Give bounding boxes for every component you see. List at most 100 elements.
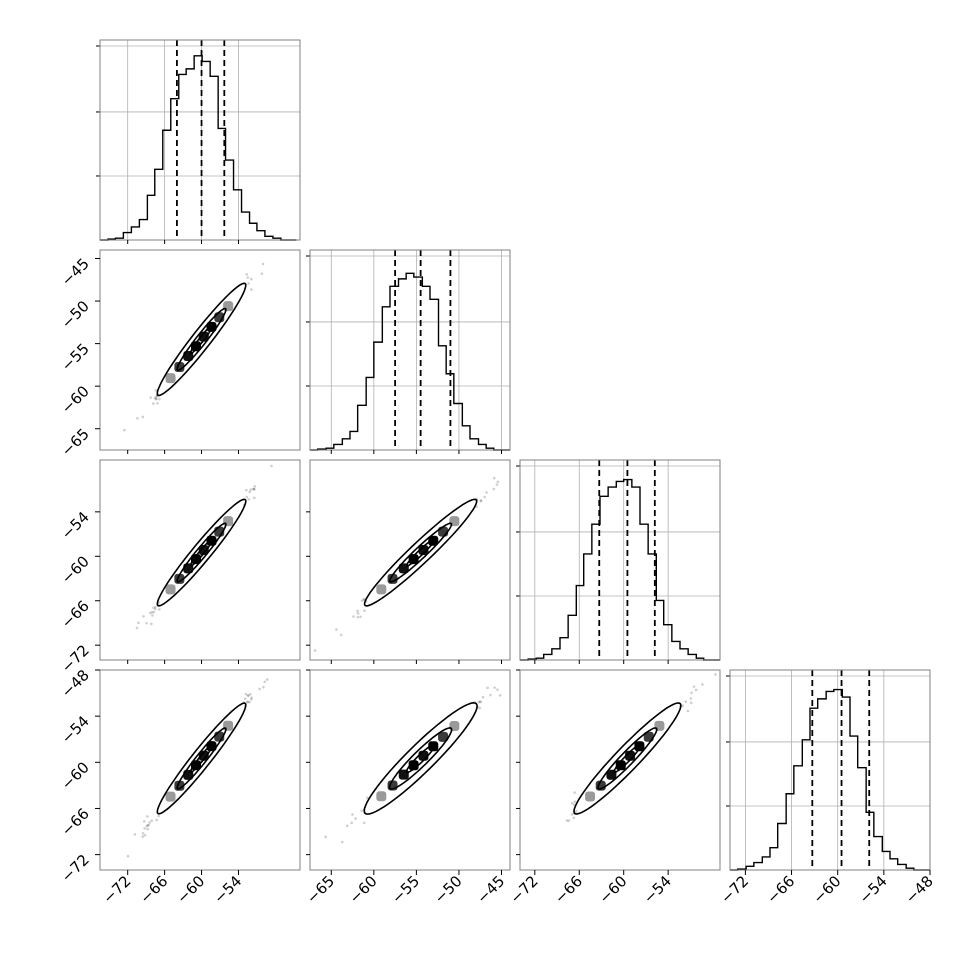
sample-point <box>694 688 698 692</box>
panel-content <box>135 464 273 630</box>
sample-point <box>155 397 158 401</box>
sample-point <box>485 491 488 494</box>
sample-point <box>493 686 496 689</box>
histogram-step-line <box>520 478 720 661</box>
y-tick-label: −66 <box>58 805 93 840</box>
sample-point <box>152 402 155 405</box>
sample-point <box>481 695 485 699</box>
contour-line <box>189 743 214 774</box>
sample-point <box>479 499 483 502</box>
x-tick-label: −60 <box>809 872 844 907</box>
x-tick-label: −55 <box>388 872 423 907</box>
sample-point <box>151 614 154 617</box>
sample-point <box>141 835 144 838</box>
sample-point <box>265 678 269 681</box>
sample-point <box>152 606 155 609</box>
y-tick-label: −65 <box>58 425 93 460</box>
x-tick-label: −48 <box>902 872 937 907</box>
sample-point <box>147 823 150 827</box>
contour-line <box>405 538 436 567</box>
sample-point <box>249 698 253 701</box>
sample-point <box>142 820 146 823</box>
sample-point <box>249 488 253 491</box>
sample-point <box>692 685 696 688</box>
sample-point <box>572 816 576 820</box>
sample-point <box>478 700 482 703</box>
sample-point <box>247 694 250 698</box>
density-cell <box>438 526 449 537</box>
sample-point <box>153 396 157 400</box>
sample-point <box>262 685 265 689</box>
sample-point <box>136 416 139 420</box>
density-cell <box>438 731 449 742</box>
panel-content <box>565 673 717 822</box>
sample-point <box>154 397 158 401</box>
contour-line <box>597 727 658 790</box>
sample-point <box>142 615 145 618</box>
sample-point <box>684 700 687 703</box>
density-cell <box>165 791 176 802</box>
histogram-panel-0 <box>96 39 301 241</box>
sample-point <box>686 709 690 713</box>
sample-point <box>153 607 157 611</box>
panel-content <box>313 476 500 652</box>
sample-point <box>478 706 482 710</box>
sample-point <box>126 854 130 858</box>
contour-line <box>613 743 642 774</box>
histogram-panel-1 <box>306 249 511 451</box>
sample-point <box>146 827 149 831</box>
y-tick-label: −66 <box>58 597 93 632</box>
sample-point <box>570 801 574 805</box>
scatter-panel-2-0 <box>99 459 301 661</box>
panel-frame <box>519 459 721 661</box>
density-cell <box>449 721 460 732</box>
sample-point <box>150 819 154 823</box>
sample-point <box>248 490 252 494</box>
sample-point <box>681 704 685 708</box>
sample-point <box>261 262 265 266</box>
sample-point <box>479 499 483 503</box>
contour-line <box>176 307 227 371</box>
density-cell <box>428 535 439 546</box>
sample-point <box>149 396 153 399</box>
panel-frame <box>99 459 301 661</box>
histogram-step-line <box>730 688 930 871</box>
sample-point <box>335 628 338 631</box>
sample-point <box>247 498 251 501</box>
sample-point <box>154 605 157 609</box>
y-tick-label: −50 <box>58 297 93 332</box>
sample-point <box>244 692 248 696</box>
sample-point <box>492 487 496 491</box>
contour-line <box>363 498 478 607</box>
sample-point <box>689 701 693 705</box>
sample-point <box>123 428 126 432</box>
contour-line <box>573 702 682 815</box>
sample-point <box>260 272 264 275</box>
sample-point <box>351 813 354 816</box>
sample-point <box>567 819 571 822</box>
contour-line <box>189 538 214 567</box>
y-tick-label: −72 <box>58 851 93 886</box>
sample-point <box>158 397 161 401</box>
sample-point <box>350 821 353 825</box>
histogram-background <box>520 460 720 660</box>
sample-point <box>148 821 151 824</box>
sample-point <box>362 821 366 825</box>
sample-point <box>154 394 158 398</box>
sample-point <box>689 697 693 700</box>
contour-line <box>176 727 227 790</box>
x-tick-label: −60 <box>595 872 630 907</box>
y-tick-label: −55 <box>58 340 93 375</box>
density-cell <box>376 791 387 802</box>
x-tick-label: −65 <box>303 872 338 907</box>
histogram-background <box>730 670 930 870</box>
sample-point <box>360 809 363 813</box>
sample-point <box>354 817 357 820</box>
x-tick-label: −54 <box>210 872 245 907</box>
density-cell <box>191 554 201 565</box>
density-cell <box>408 554 419 565</box>
panel-frame <box>99 669 301 871</box>
x-tick-label: −66 <box>763 872 798 907</box>
sample-point <box>362 598 366 602</box>
sample-point <box>701 683 704 686</box>
